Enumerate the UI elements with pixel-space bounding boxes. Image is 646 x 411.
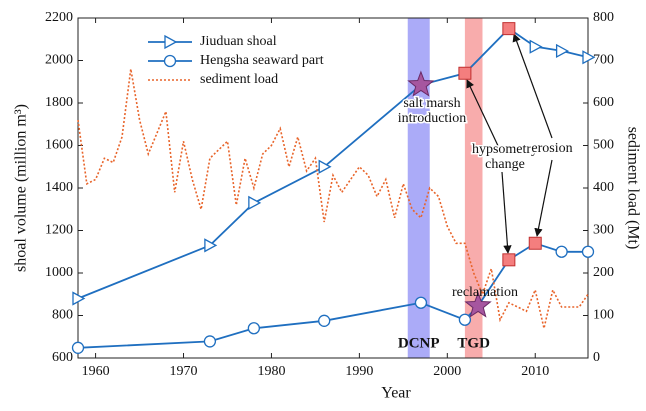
series-line (77, 27, 589, 300)
y2-tick-label: 500 (593, 138, 614, 153)
marker-square (502, 22, 516, 36)
plot-frame (77, 17, 589, 359)
marker-circle (163, 54, 177, 68)
y-axis-label: shoal volume (million m³) (13, 104, 30, 272)
marker-circle (581, 245, 595, 258)
y2-tick-label: 800 (593, 10, 614, 25)
marker-triangle (164, 34, 178, 50)
y2-tick-label: 0 (593, 350, 600, 365)
annotation: introduction (398, 111, 466, 126)
arrow (501, 171, 512, 254)
y-tick-label: 1200 (45, 223, 73, 238)
x-tick-label: 1960 (82, 364, 110, 379)
y2-tick-label: 300 (593, 223, 614, 238)
y2-tick-label: 400 (593, 180, 614, 195)
marker-square (502, 253, 516, 267)
marker-triangle (582, 50, 596, 65)
y-tick-label: 800 (52, 308, 73, 323)
series-line (77, 68, 589, 329)
arrow (534, 159, 553, 237)
y2-tick-label: 200 (593, 265, 614, 280)
y-tick-label: 1400 (45, 180, 73, 195)
y2-tick-label: 600 (593, 95, 614, 110)
annotation: erosion (531, 141, 572, 156)
y2-tick-label: 700 (593, 53, 614, 68)
arrow (466, 79, 501, 151)
y2-tick-label: 100 (593, 308, 614, 323)
y-tick-label: 2000 (45, 53, 73, 68)
annotation: reclamation (452, 285, 518, 300)
marker-triangle (318, 159, 332, 174)
marker-star (464, 291, 492, 318)
x-axis-label: Year (381, 385, 411, 402)
arrow (512, 33, 553, 139)
x-tick-label: 2010 (521, 364, 549, 379)
span-label: DCNP (398, 335, 440, 351)
marker-circle (458, 313, 472, 326)
marker-star (407, 70, 435, 97)
x-tick-label: 1970 (170, 364, 198, 379)
legend-label: Jiuduan shoal (200, 34, 277, 49)
y2-axis-label: sediment load (Mt) (624, 127, 641, 250)
legend-label: Hengsha seaward part (200, 53, 324, 68)
marker-triangle (529, 39, 543, 54)
legend-label: sediment load (200, 72, 278, 87)
marker-circle (555, 245, 568, 258)
marker-circle (318, 314, 331, 327)
marker-circle (203, 335, 217, 348)
marker-triangle (72, 291, 86, 306)
y-tick-label: 1800 (45, 95, 73, 110)
annotation: salt marsh (403, 96, 460, 111)
marker-circle (71, 341, 85, 354)
marker-circle (414, 296, 428, 309)
x-tick-label: 1980 (257, 364, 285, 379)
y-tick-label: 1000 (45, 265, 73, 280)
x-tick-label: 1990 (345, 364, 373, 379)
y-tick-label: 1600 (45, 138, 73, 153)
marker-square (458, 66, 472, 80)
marker-triangle (555, 43, 569, 59)
span-label: TGD (457, 335, 490, 351)
y-tick-label: 600 (52, 350, 73, 365)
marker-square (528, 236, 542, 250)
annotation: hypsometry (472, 142, 538, 157)
annotation: change (485, 157, 525, 172)
span-band (407, 18, 430, 358)
y-tick-label: 2200 (45, 10, 73, 25)
marker-triangle (204, 238, 218, 253)
marker-circle (247, 322, 261, 335)
x-tick-label: 2000 (433, 364, 461, 379)
marker-triangle (248, 195, 262, 210)
